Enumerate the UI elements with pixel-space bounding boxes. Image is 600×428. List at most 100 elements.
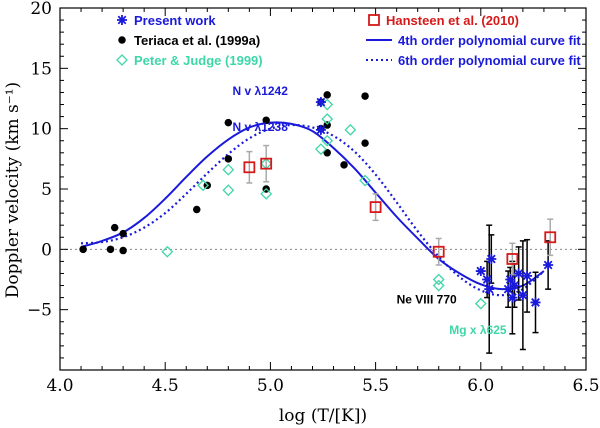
open-diamond-marker [321, 113, 334, 125]
x-axis-title: log (T/[K]) [279, 406, 367, 426]
open-diamond-marker [321, 134, 334, 147]
open-square-marker [506, 253, 519, 265]
filled-circle-marker [323, 121, 331, 129]
open-diamond-marker [222, 163, 235, 176]
asterisk-marker [484, 284, 495, 295]
open-square-marker [260, 157, 273, 170]
data-points [79, 91, 557, 310]
sixth-order-fit-curve [80, 123, 545, 297]
asterisk-marker-strokes [484, 284, 495, 295]
y-tick-label: 5 [41, 180, 52, 200]
legend-swatch-filled-circle [118, 36, 126, 44]
annotation-label: N v λ1238 [233, 120, 289, 134]
open-diamond-marker [432, 279, 445, 292]
legend-label: 4th order polynomial curve fit [398, 33, 581, 48]
y-axis-title: Doppler velocity (km s⁻¹) [3, 82, 23, 298]
y-tick-label: −5 [27, 301, 52, 321]
filled-circle-marker [323, 149, 331, 157]
filled-circle-marker [224, 118, 233, 127]
asterisk-marker-strokes [315, 97, 326, 108]
annotation-label: N v λ1242 [233, 84, 289, 98]
asterisk-marker-strokes [486, 253, 497, 264]
asterisk-marker-strokes [543, 260, 554, 271]
x-tick-label: 6.0 [467, 376, 494, 396]
open-diamond-marker [260, 187, 273, 200]
y-tick-label: 0 [41, 240, 52, 260]
filled-circle-marker [193, 205, 201, 214]
x-tick-label: 4.0 [46, 376, 73, 396]
open-square-marker [432, 245, 445, 258]
asterisk-marker-strokes [315, 124, 326, 135]
asterisk-marker [522, 270, 533, 281]
filled-circle-marker [79, 245, 87, 254]
asterisk-marker [315, 97, 326, 108]
open-square-marker [243, 161, 256, 174]
asterisk-marker-strokes [513, 268, 524, 279]
asterisk-marker [482, 274, 493, 285]
legend-label: Present work [134, 13, 216, 28]
x-tick-label: 4.5 [152, 376, 179, 396]
asterisk-marker-strokes [530, 297, 541, 308]
filled-circle-marker [110, 223, 119, 232]
open-diamond-marker [197, 179, 209, 192]
asterisk-marker-strokes [517, 290, 528, 301]
y-tick-label: 15 [30, 59, 52, 79]
fourth-order-fit-curve [80, 121, 545, 291]
filled-circle-marker [119, 229, 127, 238]
open-diamond-marker [432, 273, 445, 286]
filled-circle-marker [262, 116, 270, 124]
filled-circle-marker [119, 246, 127, 255]
open-square-marker [544, 231, 557, 244]
legend-label: Hansteen et al. (2010) [386, 13, 519, 28]
asterisk-marker-strokes [505, 274, 516, 285]
open-diamond-marker [222, 184, 235, 197]
filled-circle-marker [323, 91, 331, 99]
asterisk-marker [505, 274, 516, 285]
annotation-label: Ne VIII 770 [397, 293, 457, 307]
asterisk-marker [503, 284, 514, 295]
x-tick-label: 5.5 [362, 376, 389, 396]
asterisk-marker [530, 297, 541, 308]
asterisk-marker-strokes [522, 270, 533, 281]
open-diamond-marker [314, 143, 327, 156]
legend-label: 6th order polynomial curve fit [398, 53, 581, 68]
x-tick-label: 5.0 [257, 376, 284, 396]
y-tick-label: 20 [30, 0, 52, 19]
filled-circle-marker [361, 92, 369, 100]
annotation-label: Mg x λ625 [449, 323, 507, 337]
legend: Present work Teriaca et al. (1999a) Peter … [116, 13, 581, 68]
asterisk-marker [513, 268, 524, 279]
open-diamond-marker [344, 123, 357, 136]
asterisk-marker-strokes [509, 280, 520, 291]
asterisk-marker [507, 292, 518, 303]
filled-circle-marker [224, 155, 233, 163]
x-tick-label: 6.5 [572, 376, 599, 396]
asterisk-marker [543, 260, 554, 271]
asterisk-marker [509, 280, 520, 291]
asterisk-marker [517, 290, 528, 301]
open-square-marker [369, 201, 382, 214]
legend-swatch-open-diamond [116, 54, 128, 66]
legend-label: Peter & Judge (1999) [134, 53, 263, 68]
asterisk-marker [475, 266, 486, 277]
fit-curves [80, 121, 545, 297]
filled-circle-marker [361, 139, 369, 147]
filled-circle-marker [106, 245, 115, 254]
legend-swatch-open-square [368, 14, 380, 26]
open-diamond-marker [474, 297, 487, 310]
y-tick-label: 10 [30, 120, 52, 140]
asterisk-marker-strokes [482, 274, 493, 285]
legend-swatch-asterisk [117, 15, 127, 25]
asterisk-marker [315, 124, 326, 135]
asterisk-marker-strokes [475, 266, 486, 277]
error-bars [246, 144, 554, 354]
asterisk-marker-strokes [507, 292, 518, 303]
asterisk-marker [486, 253, 497, 264]
open-diamond-marker [161, 245, 174, 258]
line-annotations: N v λ1242 N v λ1238 Ne VIII 770 Mg x λ625 [233, 84, 507, 337]
axis-ticks: 4.0 4.5 5.0 5.5 6.0 6.5 −5 0 5 10 15 20 [27, 0, 600, 396]
filled-circle-marker [340, 161, 348, 169]
legend-label: Teriaca et al. (1999a) [134, 33, 260, 48]
legend-swatch-asterisk-strokes [117, 15, 127, 25]
